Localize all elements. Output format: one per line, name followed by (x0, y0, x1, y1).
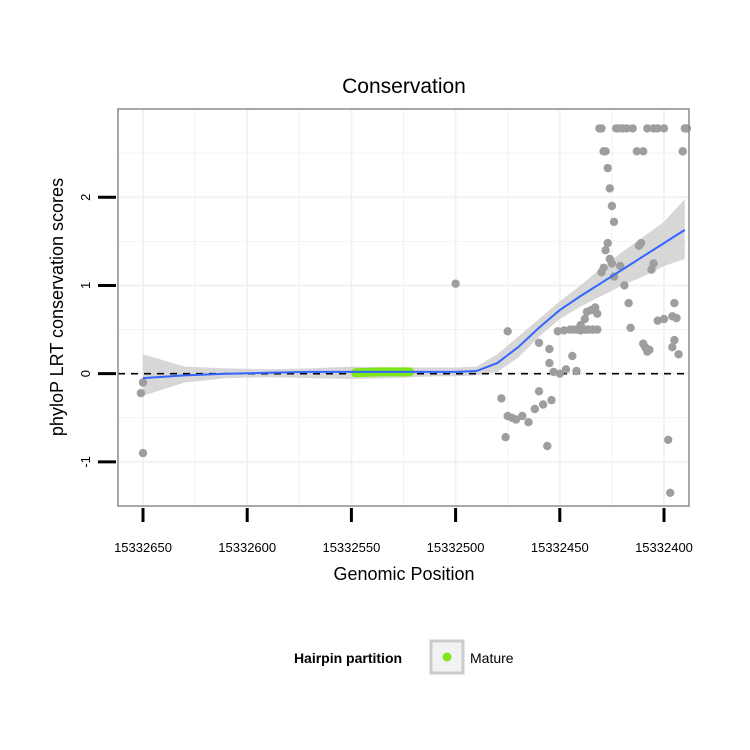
data-point (609, 217, 619, 227)
data-point (622, 124, 631, 133)
data-point (632, 147, 642, 156)
data-point (553, 327, 562, 336)
y-tick-label: -1 (78, 456, 93, 468)
data-point (501, 433, 510, 442)
data-point (138, 378, 148, 387)
score-points (136, 124, 692, 497)
data-point (670, 298, 679, 308)
data-point (643, 124, 652, 133)
data-point (549, 367, 558, 377)
data-point (503, 327, 512, 336)
data-point (603, 163, 612, 173)
data-point (559, 326, 569, 335)
x-tick-label: 15332550 (322, 540, 380, 555)
x-tick-label: 15332650 (114, 540, 172, 555)
x-tick-label: 15332450 (531, 540, 589, 555)
x-tick-label: 15332400 (635, 540, 693, 555)
legend-title: Hairpin partition (294, 650, 402, 666)
data-point (639, 147, 648, 156)
legend-entry-mature: Mature (470, 650, 514, 666)
data-point (601, 246, 610, 255)
data-point (607, 201, 617, 211)
data-point (664, 435, 673, 444)
smooth-line (142, 229, 686, 380)
data-point (138, 448, 148, 458)
data-point (605, 184, 614, 193)
data-point (636, 238, 646, 248)
y-axis: -1 0 1 2 (78, 194, 116, 468)
data-point (545, 358, 554, 368)
data-point (659, 314, 669, 324)
data-point (628, 124, 637, 133)
data-point (518, 411, 527, 421)
data-point (580, 314, 589, 324)
data-point (620, 281, 629, 290)
y-tick-label: 0 (78, 370, 93, 377)
data-point (561, 365, 571, 374)
data-point (626, 323, 635, 332)
data-point (645, 345, 654, 354)
data-point (672, 313, 681, 323)
x-axis: 15332650 15332600 15332550 15332500 15332450… (114, 508, 693, 555)
data-point (659, 124, 669, 133)
data-point (682, 124, 692, 133)
chart-title: Conservation (342, 75, 466, 98)
data-point (497, 394, 506, 403)
y-tick-label: 1 (78, 282, 93, 289)
data-point (601, 147, 610, 156)
data-point (572, 366, 581, 376)
data-point (597, 124, 606, 133)
y-tick-label: 2 (78, 194, 93, 201)
data-point (451, 279, 460, 288)
data-point (653, 316, 662, 325)
x-tick-label: 15332500 (427, 540, 485, 555)
data-point (603, 238, 612, 248)
x-axis-label: Genomic Position (333, 564, 474, 584)
data-point (593, 309, 602, 318)
legend-key-mature-dot (442, 652, 452, 662)
data-point (670, 335, 679, 345)
data-point (668, 343, 677, 352)
data-point (616, 261, 625, 271)
data-point (653, 124, 662, 133)
data-point (555, 369, 564, 378)
data-point (136, 388, 146, 398)
data-point (607, 259, 617, 268)
data-point (568, 351, 577, 361)
loess-fit-line (142, 229, 686, 380)
data-point (599, 263, 608, 272)
data-point (649, 259, 658, 268)
data-point (524, 418, 533, 427)
data-point (624, 298, 633, 308)
data-point (666, 488, 675, 497)
confidence-band-area (143, 199, 685, 396)
data-point (545, 344, 554, 354)
data-point (534, 387, 544, 396)
grid-lines (118, 109, 689, 507)
legend: Hairpin partition Mature (294, 639, 514, 675)
x-tick-label: 15332600 (218, 540, 276, 555)
data-point (547, 395, 556, 405)
y-axis-label: phyloP LRT conservation scores (47, 178, 67, 436)
data-point (530, 404, 539, 414)
data-point (674, 350, 683, 359)
data-point (543, 441, 552, 451)
data-point (584, 325, 594, 334)
data-point (534, 338, 544, 347)
panel-border (117, 108, 690, 507)
data-point (511, 415, 521, 424)
data-point (678, 147, 687, 156)
data-point (593, 325, 602, 334)
data-point (538, 400, 548, 409)
confidence-band (143, 199, 685, 396)
